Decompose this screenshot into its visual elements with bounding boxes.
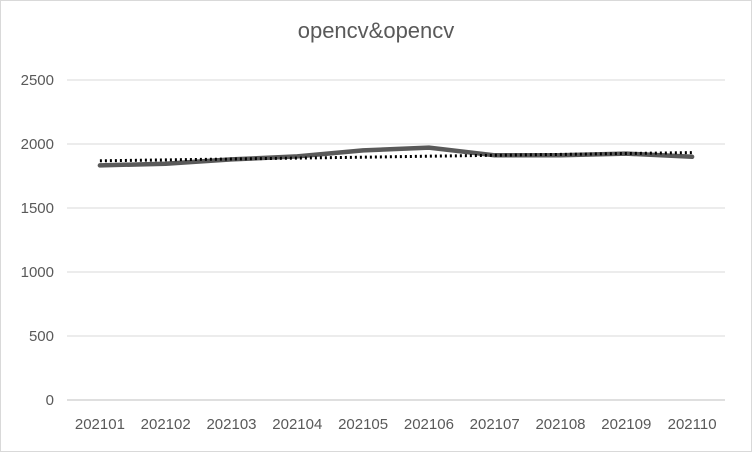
x-tick-label: 202102: [141, 416, 191, 433]
x-tick-label: 202101: [75, 416, 125, 433]
x-tick-label: 202108: [535, 416, 585, 433]
y-tick-label: 2000: [21, 136, 54, 153]
series-line: [97, 145, 695, 168]
y-tick-label: 500: [29, 328, 54, 345]
x-tick-label: 202107: [470, 416, 520, 433]
x-tick-label: 202104: [272, 416, 322, 433]
x-tick-label: 202109: [601, 416, 651, 433]
x-tick-label: 202105: [338, 416, 388, 433]
y-tick-label: 0: [46, 392, 54, 409]
y-tick-label: 2500: [21, 72, 54, 89]
trendline: [99, 151, 693, 163]
x-tick-label: 202106: [404, 416, 454, 433]
x-tick-label: 202103: [206, 416, 256, 433]
chart-title: opencv&opencv: [297, 18, 455, 43]
y-tick-label: 1500: [21, 200, 54, 217]
x-tick-label: 202110: [668, 416, 717, 433]
y-tick-label: 1000: [21, 264, 54, 281]
